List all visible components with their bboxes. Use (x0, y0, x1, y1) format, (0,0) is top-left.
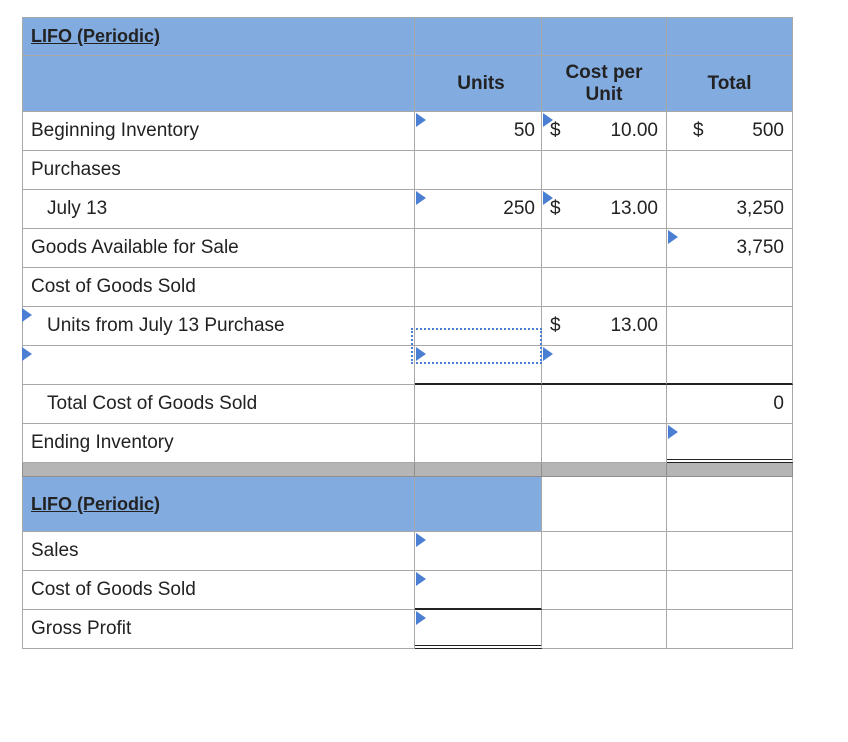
cogs-label: Cost of Goods Sold (31, 276, 196, 297)
table-row: Units from July 13 Purchase $13.00 (22, 307, 793, 346)
table-row: Sales (22, 532, 793, 571)
beginning-cost-cell[interactable]: $10.00 (542, 112, 667, 151)
purchases-label: Purchases (31, 159, 121, 180)
section1-title: LIFO (Periodic) (31, 26, 161, 46)
input-indicator-icon (416, 572, 426, 586)
beginning-units-cell[interactable]: 50 (415, 112, 542, 151)
july13-cost: 13.00 (610, 198, 658, 219)
column-header-row: Units Cost per Unit Total (22, 56, 793, 112)
july13-cost-cell[interactable]: $13.00 (542, 190, 667, 229)
sales-label: Sales (31, 540, 79, 561)
input-indicator-icon (416, 611, 426, 625)
section2-title: LIFO (Periodic) (31, 493, 161, 514)
july13-units-cell[interactable]: 250 (415, 190, 542, 229)
input-indicator-icon (668, 230, 678, 244)
dollar-sign: $ (693, 120, 704, 141)
july13-total-cell: 3,250 (667, 190, 793, 229)
input-indicator-icon (416, 191, 426, 205)
beginning-cost: 10.00 (610, 120, 658, 141)
table-row: Cost of Goods Sold (22, 571, 793, 610)
table-row: Ending Inventory (22, 424, 793, 463)
section2-cogs-input[interactable] (415, 571, 542, 610)
lifo-worksheet: LIFO (Periodic) Units Cost per Unit Tota… (22, 17, 793, 649)
table-row: Gross Profit (22, 610, 793, 649)
table-row: Beginning Inventory 50 $10.00 $500 (22, 112, 793, 151)
gross-profit-label: Gross Profit (31, 618, 132, 639)
table-row: Goods Available for Sale 3,750 (22, 229, 793, 268)
input-indicator-icon (416, 533, 426, 547)
total-cogs-label: Total Cost of Goods Sold (47, 393, 258, 414)
total-header: Total (707, 72, 752, 94)
beginning-total: 500 (752, 120, 784, 141)
section2-cogs-label: Cost of Goods Sold (31, 579, 196, 600)
table-row: Total Cost of Goods Sold 0 (22, 385, 793, 424)
input-indicator-icon (22, 347, 32, 361)
sales-input[interactable] (415, 532, 542, 571)
table-row (22, 346, 793, 385)
units-from-july13-units-input[interactable] (415, 307, 542, 346)
goods-available-label: Goods Available for Sale (31, 237, 239, 258)
table-row: July 13 250 $13.00 3,250 (22, 190, 793, 229)
total-cogs-value: 0 (773, 393, 784, 414)
input-indicator-icon (668, 425, 678, 439)
ending-inventory-input[interactable] (667, 424, 793, 463)
beginning-inventory-label: Beginning Inventory (31, 120, 199, 141)
dollar-sign: $ (550, 315, 561, 336)
input-indicator-icon (416, 347, 426, 361)
units-from-july13-cell[interactable]: Units from July 13 Purchase (22, 307, 415, 346)
beginning-total-cell: $500 (667, 112, 793, 151)
input-indicator-icon (543, 347, 553, 361)
dollar-sign: $ (550, 198, 561, 219)
july13-units: 250 (503, 198, 535, 219)
section-separator (22, 463, 793, 477)
gross-profit-input[interactable] (415, 610, 542, 649)
goods-available-total-cell[interactable]: 3,750 (667, 229, 793, 268)
ending-inventory-label: Ending Inventory (31, 432, 174, 453)
input-indicator-icon (543, 191, 553, 205)
table-row: Purchases (22, 151, 793, 190)
dollar-sign: $ (550, 120, 561, 141)
beginning-units: 50 (513, 120, 535, 141)
section1-title-row: LIFO (Periodic) (22, 17, 793, 56)
cost-per-unit-header: Cost per Unit (565, 61, 643, 105)
section2-title-row: LIFO (Periodic) (22, 477, 793, 532)
table-row: Cost of Goods Sold (22, 268, 793, 307)
units-header: Units (457, 72, 505, 94)
blank-cost-input[interactable] (542, 346, 667, 385)
july13-label: July 13 (47, 198, 108, 219)
goods-available-total: 3,750 (736, 237, 784, 258)
input-indicator-icon (416, 113, 426, 127)
units-from-july13-label: Units from July 13 Purchase (47, 315, 285, 336)
units-from-july13-cost: 13.00 (610, 315, 658, 336)
july13-total: 3,250 (736, 198, 784, 219)
blank-units-input[interactable] (415, 346, 542, 385)
blank-label-cell[interactable] (22, 346, 415, 385)
input-indicator-icon (22, 308, 32, 322)
input-indicator-icon (543, 113, 553, 127)
